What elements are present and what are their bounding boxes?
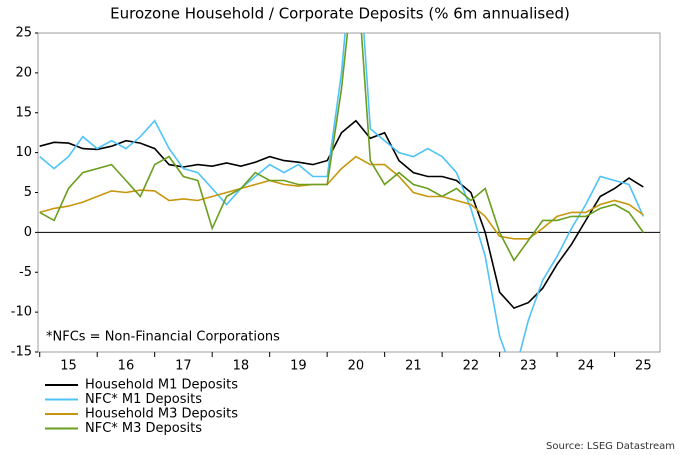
y-tick-label: -5 [19, 265, 32, 280]
plot-frame [37, 32, 661, 353]
y-tick-label: 0 [24, 225, 32, 240]
y-tick-label: -15 [11, 345, 32, 360]
source: Source: LSEG Datastream [546, 441, 675, 452]
y-tick-label: 5 [24, 185, 32, 200]
annotation: *NFCs = Non-Financial Corporations [46, 330, 280, 345]
legend-label: Household M1 Deposits [85, 378, 238, 393]
x-tick-label: 25 [635, 359, 652, 374]
y-tick-label: 20 [15, 65, 32, 80]
series-line [39, 33, 645, 352]
series-line [39, 119, 644, 310]
x-tick-label: 21 [405, 359, 422, 374]
series-line [39, 33, 644, 262]
y-tick-label: 15 [15, 105, 32, 120]
legend-label: Household M3 Deposits [85, 407, 238, 422]
chart-title: Eurozone Household / Corporate Deposits … [110, 5, 570, 23]
x-tick-label: 16 [118, 359, 135, 374]
series-line [39, 155, 644, 240]
x-tick-label: 20 [348, 359, 365, 374]
y-tick-label: 25 [15, 26, 32, 41]
x-tick-label: 17 [175, 359, 192, 374]
y-tick-label: -10 [11, 305, 32, 320]
x-tick-label: 24 [578, 359, 595, 374]
x-tick-label: 19 [290, 359, 307, 374]
y-tick-label: 10 [15, 145, 32, 160]
x-tick-label: 15 [60, 359, 77, 374]
x-tick-label: 22 [463, 359, 480, 374]
legend-label: NFC* M3 Deposits [85, 421, 202, 436]
x-tick-label: 23 [520, 359, 537, 374]
plot-lines [39, 33, 645, 352]
x-tick-label: 18 [233, 359, 250, 374]
legend-label: NFC* M1 Deposits [85, 392, 202, 407]
